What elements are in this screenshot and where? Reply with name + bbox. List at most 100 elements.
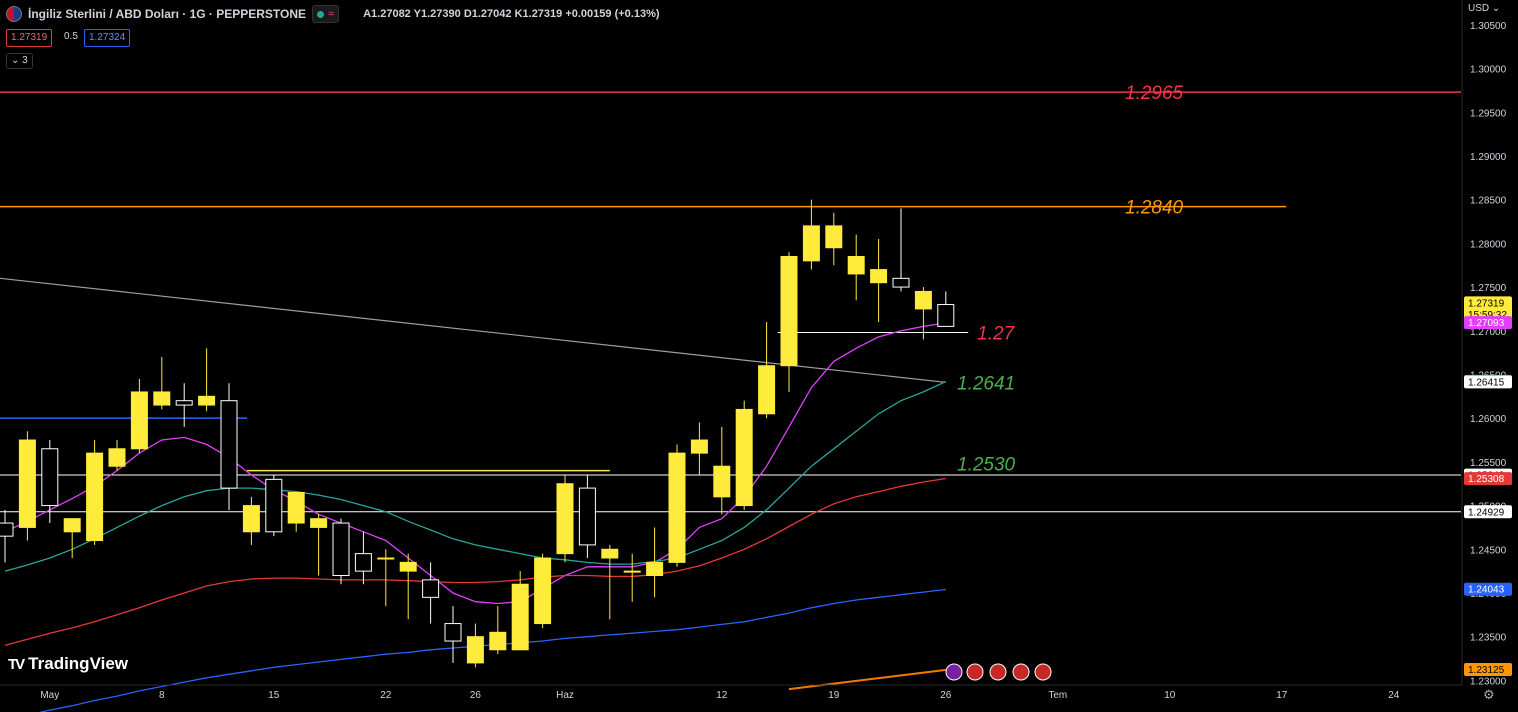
candle-body[interactable] [511, 583, 529, 651]
price-badge [1464, 662, 1512, 676]
time-tick-label: Haz [556, 690, 574, 701]
candle-body[interactable] [556, 483, 574, 555]
candle-body[interactable] [937, 304, 955, 327]
price-tick-label: 1.29000 [1470, 152, 1507, 163]
symbol-title[interactable]: İngiliz Sterlini / ABD Doları · 1G · PEP… [28, 7, 307, 21]
tradingview-logo: TV TradingView [8, 654, 128, 674]
ohlc-readout: A1.27082 Y1.27390 D1.27042 K1.27319 +0.0… [363, 8, 660, 20]
candle-body[interactable] [623, 570, 641, 573]
candle-body[interactable] [444, 623, 462, 642]
lightning-event-icon[interactable] [945, 663, 963, 681]
candle-body[interactable] [825, 225, 843, 249]
settings-gear-icon[interactable]: ⚙ [1483, 687, 1495, 702]
candle-body[interactable] [802, 225, 820, 262]
spread-value: 0.5 [64, 31, 78, 42]
us-flag-event-icon[interactable] [1012, 663, 1030, 681]
time-tick-label: 26 [940, 690, 952, 701]
candle-body[interactable] [130, 391, 148, 450]
level-label: 1.27 [977, 324, 1015, 345]
currency-selector[interactable]: USD ⌄ [1468, 3, 1501, 14]
time-tick-label: 8 [159, 690, 165, 701]
time-tick-label: 19 [828, 690, 840, 701]
price-badge-label: 1.27093 [1468, 318, 1505, 329]
price-tick-label: 1.28500 [1470, 196, 1507, 207]
candle-body[interactable] [153, 391, 171, 406]
candle-body[interactable] [534, 557, 552, 625]
time-tick-label: 17 [1276, 690, 1288, 701]
price-axis-panel [1462, 0, 1518, 712]
sell-price-button[interactable]: 1.27319 [6, 29, 53, 47]
us-flag-event-icon[interactable] [966, 663, 984, 681]
price-tick-label: 1.30500 [1470, 21, 1507, 32]
time-tick-label: 15 [268, 690, 280, 701]
candle-body[interactable] [0, 522, 14, 537]
price-badge [1464, 472, 1512, 486]
countdown-label: 15:59:32 [1468, 310, 1507, 321]
candle-body[interactable] [310, 518, 328, 528]
moving-average-line [4, 477, 946, 647]
candle-body[interactable] [735, 408, 753, 507]
price-tick-label: 1.29500 [1470, 108, 1507, 119]
candle-body[interactable] [354, 553, 372, 572]
us-flag-event-icon[interactable] [1034, 663, 1052, 681]
price-tick-label: 1.26000 [1470, 414, 1507, 425]
candle-body[interactable] [86, 452, 104, 542]
market-open-icon [317, 10, 325, 18]
candle-body[interactable] [377, 557, 395, 560]
candle-body[interactable] [175, 400, 193, 406]
candle-body[interactable] [870, 269, 888, 284]
candle-body[interactable] [332, 522, 350, 576]
moving-average-line [4, 380, 947, 572]
price-badge [1464, 316, 1512, 330]
chevron-down-icon: ⌄ [11, 55, 20, 66]
currency-label: USD [1468, 3, 1490, 14]
price-badge [1464, 296, 1512, 321]
candle-body[interactable] [265, 478, 283, 533]
time-tick-label: 12 [716, 690, 728, 701]
time-tick-label: 10 [1164, 690, 1176, 701]
price-tick-label: 1.27500 [1470, 283, 1507, 294]
level-label: 1.2840 [1125, 198, 1184, 219]
candle-body[interactable] [399, 561, 417, 572]
price-tick-label: 1.23000 [1470, 676, 1507, 687]
market-status-tag[interactable]: ≈ [312, 5, 340, 23]
candle-body[interactable] [108, 448, 126, 467]
us-flag-event-icon[interactable] [989, 663, 1007, 681]
wave-icon: ≈ [328, 8, 335, 20]
indicator-count: 3 [22, 55, 28, 66]
buy-price-button[interactable]: 1.27324 [84, 29, 131, 47]
candle-body[interactable] [287, 491, 305, 524]
candle-body[interactable] [466, 636, 484, 664]
candle-body[interactable] [690, 439, 708, 454]
level-label: 1.2965 [1125, 83, 1184, 104]
candle-body[interactable] [758, 365, 776, 415]
price-badge-label: 1.25308 [1468, 474, 1505, 485]
candle-body[interactable] [892, 277, 910, 288]
candle-body[interactable] [668, 452, 686, 563]
indicators-toggle[interactable]: ⌄ 3 [6, 53, 33, 69]
candle-body[interactable] [63, 518, 81, 533]
candle-body[interactable] [41, 448, 59, 507]
moving-average-line [4, 322, 946, 605]
candle-body[interactable] [780, 255, 798, 367]
price-badge-label: 1.24929 [1468, 507, 1505, 518]
candle-body[interactable] [18, 439, 36, 528]
candle-body[interactable] [489, 631, 507, 651]
candle-body[interactable] [578, 487, 596, 546]
candle-body[interactable] [646, 561, 664, 576]
candle-body[interactable] [847, 255, 865, 275]
candle-body[interactable] [220, 400, 238, 489]
candle-body[interactable] [422, 579, 440, 598]
price-badge-label: 1.26415 [1468, 377, 1505, 388]
candle-body[interactable] [713, 465, 731, 498]
candle-body[interactable] [198, 395, 216, 406]
price-badge [1464, 375, 1512, 389]
candle-body[interactable] [242, 505, 260, 533]
price-badge-label: 1.24043 [1468, 585, 1505, 596]
price-tick-label: 1.28000 [1470, 239, 1507, 250]
candle-body[interactable] [914, 290, 932, 310]
price-tick-label: 1.24500 [1470, 545, 1507, 556]
level-label: 1.2641 [957, 373, 1015, 394]
candle-body[interactable] [601, 548, 619, 559]
